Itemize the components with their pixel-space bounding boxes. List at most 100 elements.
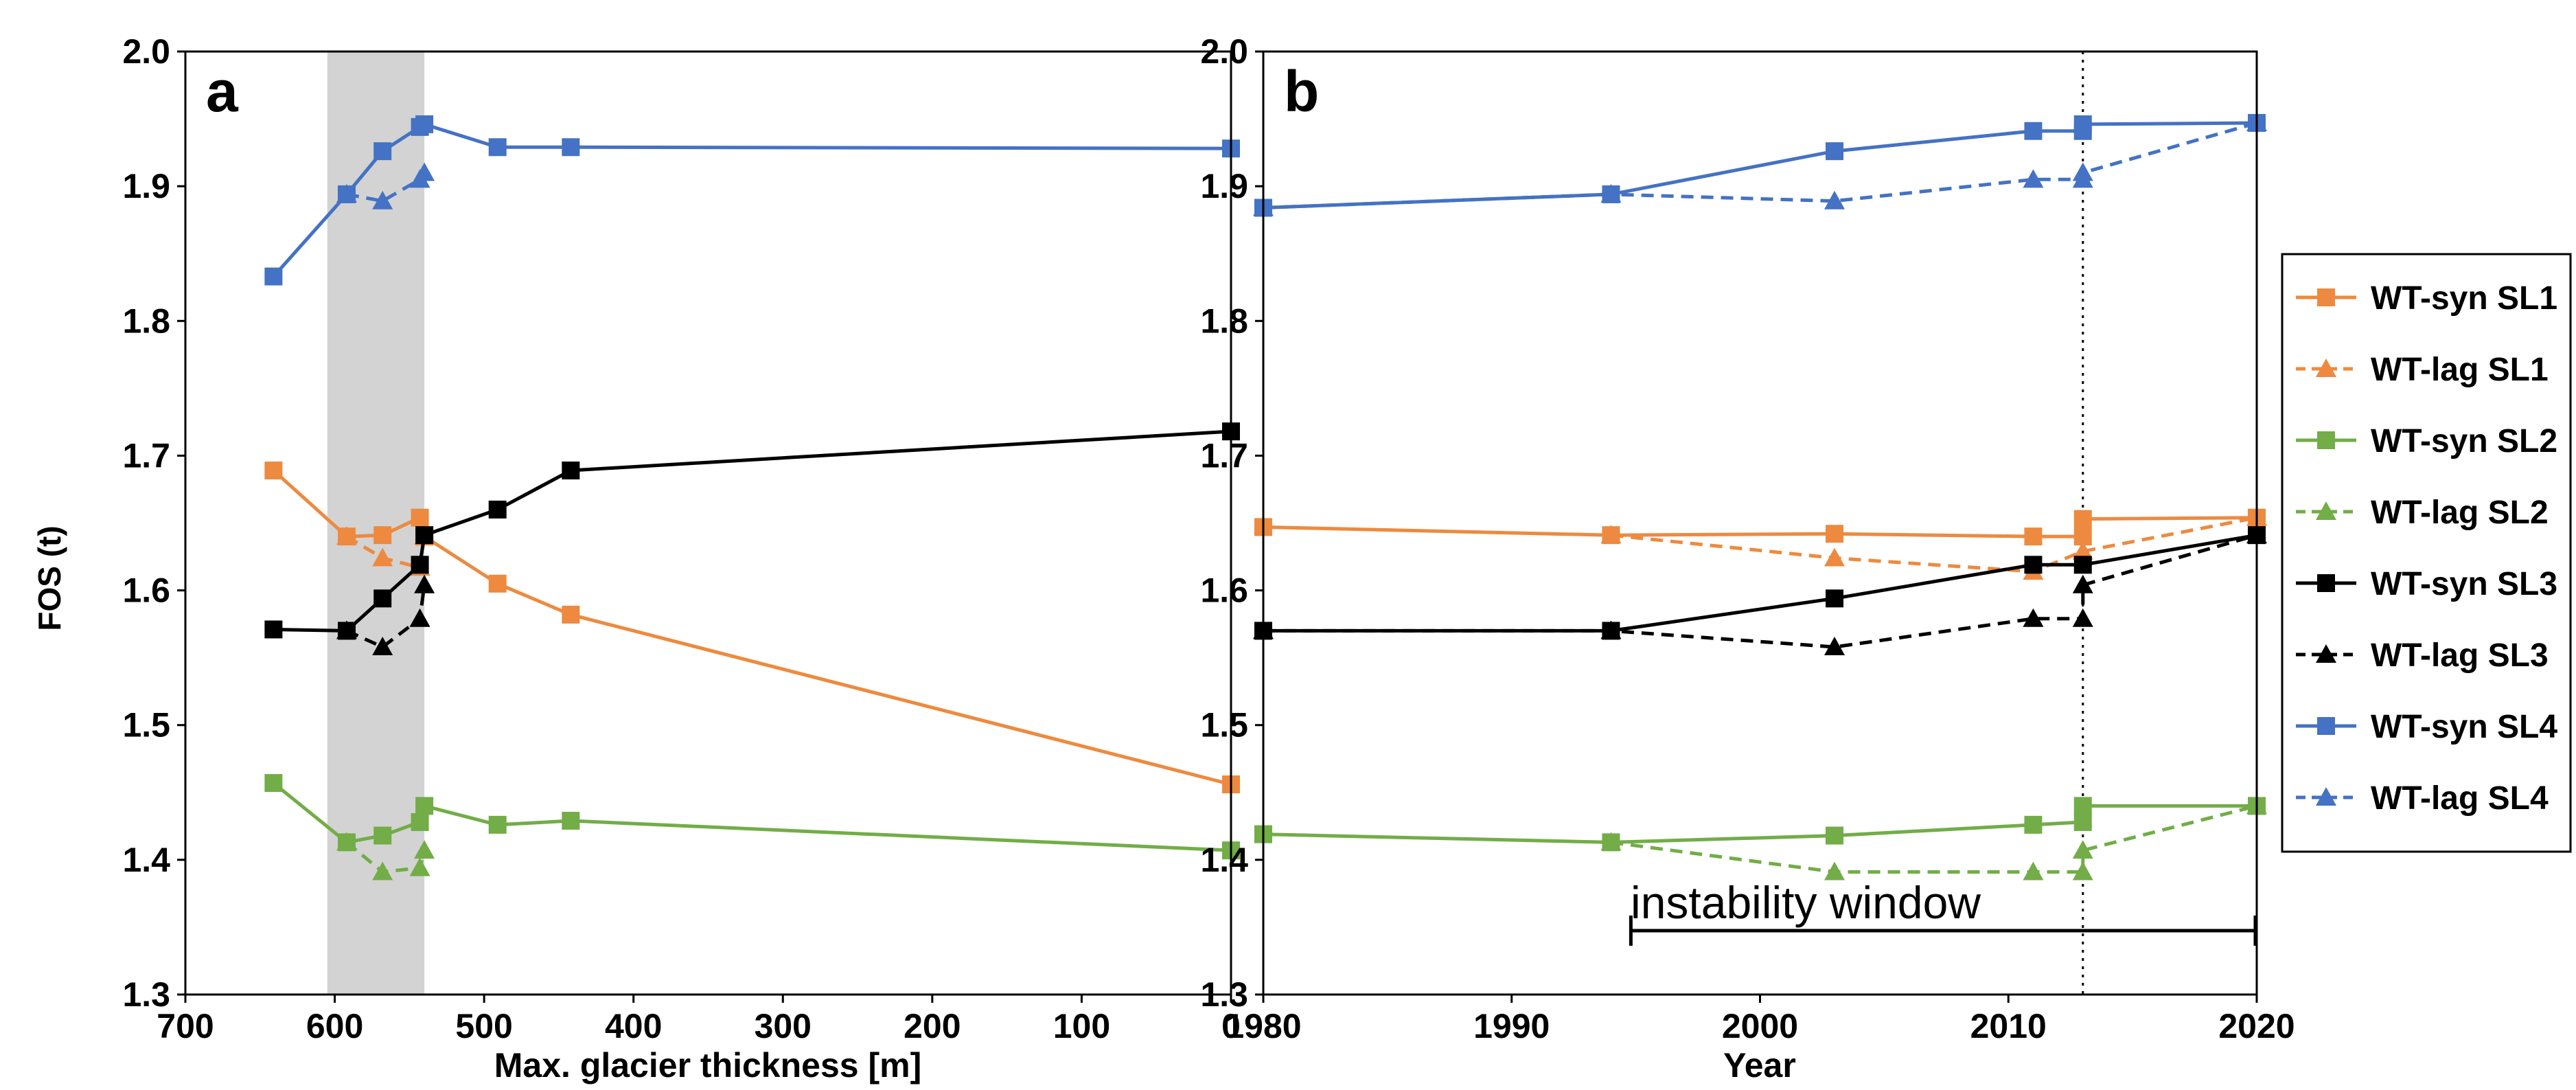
legend-label-wt-syn-sl1: WT-syn SL1 <box>2371 280 2557 317</box>
panel-b-ticks: 1.3 1.4 1.5 1.6 1.7 1.8 1.9 2.0 1980 1990 2000 2010… <box>1200 32 2295 1045</box>
x-tick-label: 200 <box>904 1007 961 1045</box>
data-point-wt-syn-sl2 <box>411 813 429 831</box>
data-point-wt-lag-sl3 <box>409 608 430 627</box>
data-point-wt-syn-sl1 <box>411 508 429 527</box>
data-point-wt-syn-sl3 <box>264 620 283 639</box>
panel-b-annotations <box>1629 52 2257 995</box>
data-point-wt-lag-sl4 <box>414 162 435 181</box>
data-point-wt-lag-sl2 <box>414 840 435 859</box>
series-line-wt-syn-sl2 <box>1263 804 2257 844</box>
legend-marker-wt-syn-sl1 <box>2317 288 2335 306</box>
data-point-wt-syn-sl1 <box>264 462 283 480</box>
series-line-wt-syn-sl3 <box>1263 533 2257 633</box>
data-point-wt-lag-sl3 <box>2072 574 2093 593</box>
data-point-wt-syn-sl3 <box>337 622 356 640</box>
y-tick-label: 1.7 <box>1200 436 1248 475</box>
data-point-wt-syn-sl1 <box>373 526 392 545</box>
data-point-wt-lag-sl4 <box>372 190 393 209</box>
panel-a-label: a <box>206 59 239 124</box>
data-point-wt-syn-sl1 <box>562 605 580 624</box>
x-tick-label: 600 <box>306 1007 363 1045</box>
data-point-wt-lag-sl1 <box>1824 547 1845 567</box>
data-point-wt-syn-sl4 <box>1826 142 1844 161</box>
data-point-wt-lag-sl2 <box>2023 861 2044 881</box>
y-tick-label: 1.9 <box>1200 167 1248 205</box>
legend-marker-wt-lag-sl3 <box>2316 644 2336 663</box>
panel-a: 1.3 1.4 1.5 1.6 1.7 1.8 1.9 2.0 700 600 500 400 300 2… <box>32 32 1241 1085</box>
x-tick-label: 2000 <box>1722 1007 1798 1045</box>
legend-label-wt-syn-sl2: WT-syn SL2 <box>2371 423 2557 459</box>
legend-marker-wt-lag-sl2 <box>2316 501 2336 520</box>
data-point-wt-syn-sl3 <box>1602 622 1620 640</box>
legend-marker-wt-lag-sl4 <box>2316 787 2336 806</box>
data-point-wt-lag-sl3 <box>2072 608 2093 627</box>
panel-b-series <box>1253 112 2267 881</box>
data-point-wt-lag-sl4 <box>2023 169 2044 188</box>
panel-b-xlabel: Year <box>1723 1046 1796 1085</box>
legend: WT-syn SL1 WT-lag SL1 WT-syn SL2 WT-lag SL2… <box>2281 253 2572 853</box>
y-tick-label: 1.8 <box>1200 302 1248 340</box>
y-tick-label: 1.9 <box>122 167 170 205</box>
data-point-wt-syn-sl2 <box>373 826 392 845</box>
data-point-wt-syn-sl1 <box>1602 526 1620 545</box>
x-tick-label: 1980 <box>1225 1007 1301 1045</box>
legend-marker-wt-lag-sl1 <box>2316 359 2336 377</box>
legend-marker-wt-syn-sl2 <box>2317 431 2335 449</box>
data-point-wt-syn-sl2 <box>2073 797 2092 815</box>
series-line-wt-syn-sl4 <box>1263 121 2257 209</box>
series-line-wt-lag-sl2 <box>1611 804 2257 874</box>
x-tick-label: 400 <box>605 1007 662 1045</box>
legend-label-wt-syn-sl3: WT-syn SL3 <box>2371 566 2557 602</box>
data-point-wt-syn-sl1 <box>2073 527 2092 546</box>
legend-label-wt-syn-sl4: WT-syn SL4 <box>2371 709 2557 745</box>
legend-label-wt-lag-sl2: WT-lag SL2 <box>2371 495 2549 531</box>
series-line-wt-lag-sl2 <box>345 841 426 874</box>
x-tick-label: 0 <box>1221 1007 1241 1045</box>
x-tick-label: 300 <box>755 1007 812 1045</box>
data-point-wt-lag-sl3 <box>1824 636 1845 655</box>
instability-window-label: instability window <box>1631 877 1981 928</box>
data-point-wt-lag-sl3 <box>414 574 435 593</box>
data-point-wt-syn-sl3 <box>415 526 434 545</box>
y-tick-label: 1.5 <box>1200 706 1248 745</box>
panel-a-xlabel: Max. glacier thickness [m] <box>494 1046 921 1085</box>
data-point-wt-syn-sl4 <box>488 138 507 157</box>
data-point-wt-syn-sl4 <box>1602 185 1620 203</box>
data-point-wt-lag-sl4 <box>2072 162 2093 181</box>
legend-label-wt-lag-sl3: WT-lag SL3 <box>2371 637 2549 674</box>
data-point-wt-lag-sl2 <box>1824 861 1845 881</box>
data-point-wt-syn-sl4 <box>373 142 392 161</box>
data-point-wt-syn-sl4 <box>415 115 434 133</box>
series-line-wt-lag-sl1 <box>345 534 426 569</box>
data-point-wt-lag-sl1 <box>2072 541 2093 560</box>
data-point-wt-syn-sl3 <box>488 500 507 519</box>
data-point-wt-syn-sl4 <box>562 138 580 157</box>
data-point-wt-syn-sl4 <box>2073 115 2092 133</box>
series-line-wt-lag-sl3 <box>345 584 426 649</box>
panel-a-ylabel: FOS (t) <box>32 525 67 631</box>
legend-marker-wt-syn-sl4 <box>2317 717 2335 735</box>
data-point-wt-syn-sl3 <box>1826 589 1844 608</box>
data-point-wt-lag-sl3 <box>372 636 393 655</box>
y-tick-label: 1.4 <box>1200 841 1248 879</box>
data-point-wt-syn-sl3 <box>2024 556 2043 574</box>
data-point-wt-syn-sl4 <box>337 185 356 203</box>
panel-b: 1.3 1.4 1.5 1.6 1.7 1.8 1.9 2.0 1980 1990 2000 2010… <box>1200 32 2295 1085</box>
x-tick-label: 2010 <box>1970 1007 2047 1045</box>
data-point-wt-syn-sl1 <box>2073 510 2092 528</box>
x-tick-label: 700 <box>157 1007 214 1045</box>
data-point-wt-lag-sl2 <box>2072 861 2093 881</box>
data-point-wt-syn-sl3 <box>411 556 429 574</box>
data-point-wt-lag-sl3 <box>2023 608 2044 627</box>
data-point-wt-syn-sl2 <box>264 774 283 793</box>
data-point-wt-syn-sl2 <box>1602 833 1620 852</box>
data-point-wt-syn-sl2 <box>488 815 507 834</box>
y-tick-label: 1.4 <box>122 841 170 879</box>
panel-b-label: b <box>1284 59 1319 124</box>
data-point-wt-syn-sl2 <box>1826 826 1844 845</box>
data-point-wt-lag-sl2 <box>409 857 430 876</box>
y-tick-label: 1.3 <box>122 975 170 1014</box>
series-line-wt-syn-sl1 <box>1263 516 2257 538</box>
data-point-wt-syn-sl3 <box>2073 556 2092 574</box>
